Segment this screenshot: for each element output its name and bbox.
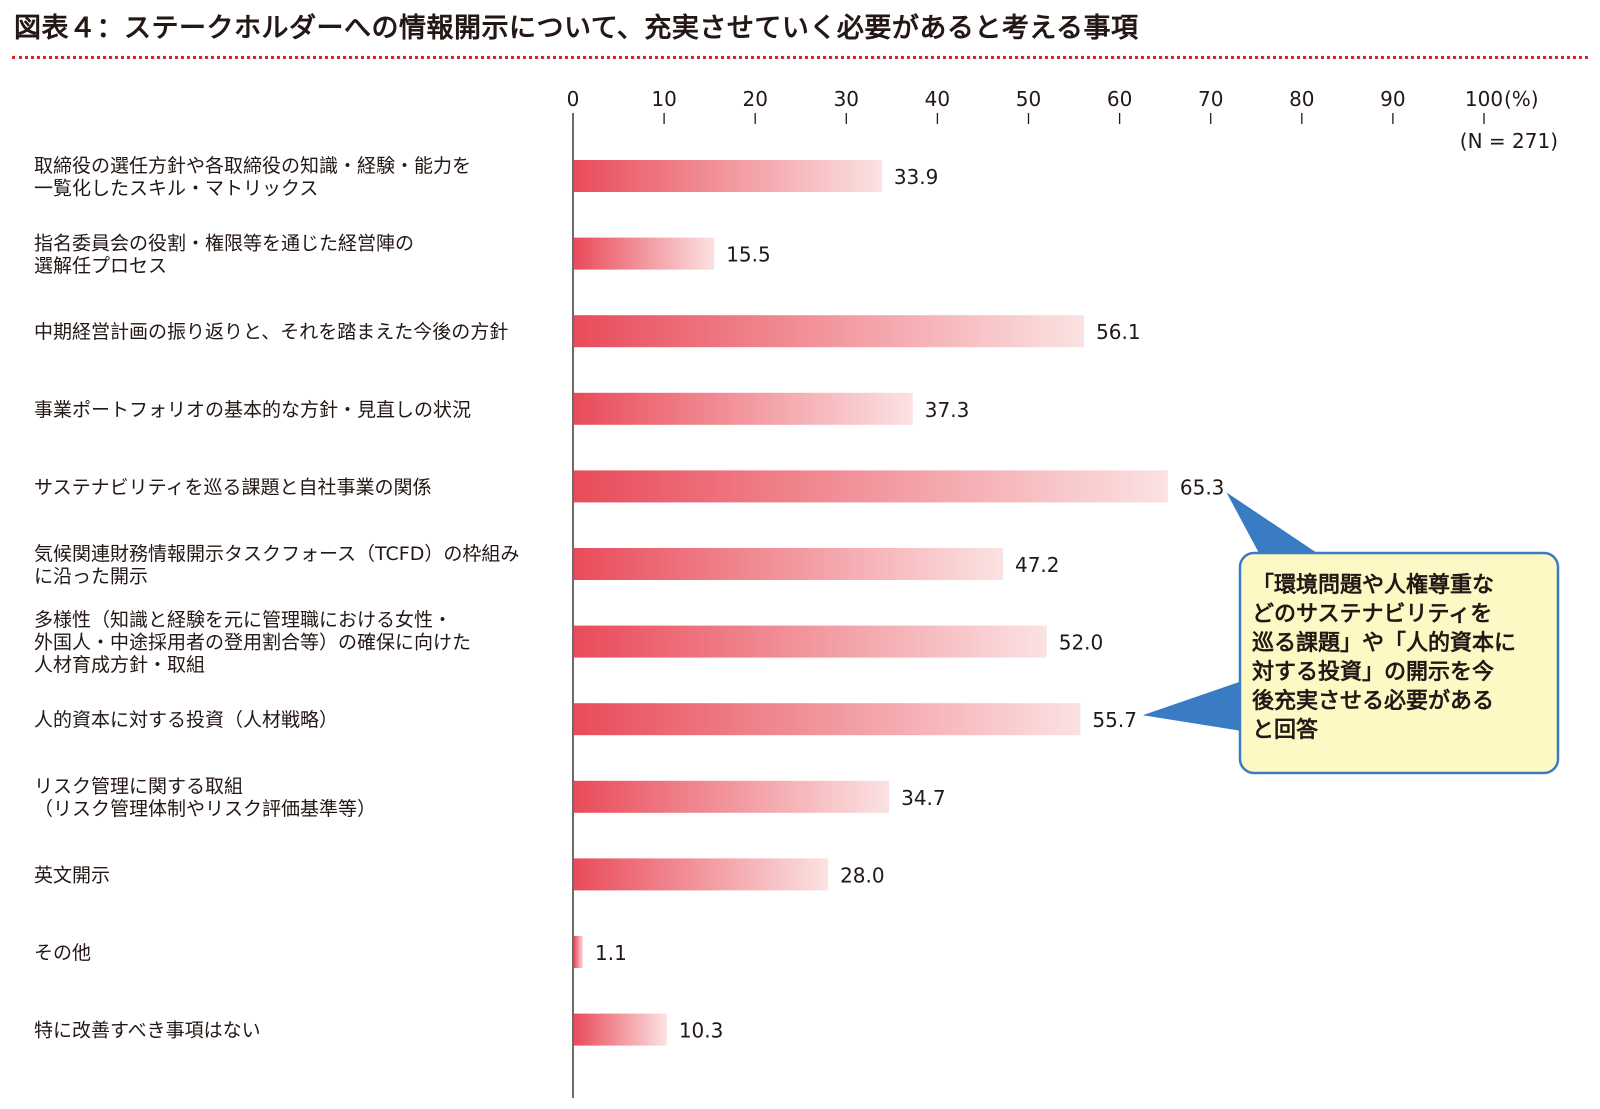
x-tick-label: 40 [925, 87, 950, 111]
bar [574, 625, 1047, 658]
category-label: 取締役の選任方針や各取締役の知識・経験・能力を [34, 155, 471, 177]
x-tick-label: 20 [742, 87, 767, 111]
bar [574, 470, 1168, 503]
category-label: 英文開示 [34, 864, 110, 886]
x-tick-label: 90 [1380, 87, 1405, 111]
value-label: 55.7 [1092, 708, 1137, 732]
x-tick-label: 60 [1107, 87, 1132, 111]
bar [574, 392, 913, 425]
callout [1142, 492, 1560, 775]
x-axis: 0 10 20 30 40 50 60 70 80 90 100 (%) (N = 271) [567, 87, 1558, 1098]
value-label: 33.9 [894, 165, 939, 189]
x-tick-label: 70 [1198, 87, 1223, 111]
category-label: 多様性（知識と経験を元に管理職における女性・ [34, 609, 452, 631]
bar [574, 1013, 667, 1046]
bar [574, 160, 882, 192]
category-label: 特に改善すべき事項はない [34, 1020, 261, 1042]
bar [574, 936, 584, 968]
callout-text-line: 対する投資」の開示を今 [1252, 660, 1495, 685]
value-label: 65.3 [1180, 475, 1225, 499]
category-label: 人的資本に対する投資（人材戦略） [34, 709, 338, 731]
category-label: サステナビリティを巡る課題と自社事業の関係 [34, 476, 431, 498]
category-label: 人材育成方針・取組 [34, 654, 205, 676]
x-tick-label: 80 [1289, 87, 1314, 111]
x-tick-label: 0 [567, 87, 580, 111]
value-label: 52.0 [1059, 631, 1104, 655]
category-label: に沿った開示 [34, 565, 148, 587]
callout-text-line: 「環境問題や人権尊重な [1252, 573, 1495, 598]
x-tick-label: 50 [1016, 87, 1041, 111]
category-label: 気候関連財務情報開示タスクフォース（TCFD）の枠組み [34, 543, 519, 565]
category-label: 選解任プロセス [34, 255, 167, 277]
value-label: 15.5 [726, 243, 771, 267]
value-label: 10.3 [679, 1019, 724, 1043]
value-label: 56.1 [1096, 320, 1141, 344]
title-dotted-rule [12, 56, 1588, 59]
value-label: 47.2 [1015, 553, 1060, 577]
page-title: 図表４：ステークホルダーへの情報開示について、充実させていく必要があると考える事… [14, 13, 1139, 44]
value-label: 34.7 [901, 786, 946, 810]
category-label: リスク管理に関する取組 [34, 776, 243, 798]
category-label: 中期経営計画の振り返りと、それを踏まえた今後の方針 [34, 321, 508, 343]
bars: 33.9 15.5 56.1 37.3 65.3 47.2 52.0 55.7 34.7 28.0… [574, 160, 1224, 1046]
bar [574, 858, 829, 891]
x-tick-label: 10 [651, 87, 676, 111]
value-label: 37.3 [925, 398, 970, 422]
callout-text-line: 巡る課題」や「人的資本に [1252, 631, 1517, 656]
category-label: 事業ポートフォリオの基本的な方針・見直しの状況 [34, 399, 471, 421]
callout-text-line: どのサステナビリティを [1252, 602, 1493, 627]
category-label: 指名委員会の役割・権限等を通じた経営陣の [34, 232, 414, 254]
callout-text-line: と回答 [1252, 718, 1319, 743]
bar [574, 703, 1081, 736]
bar [574, 315, 1085, 348]
value-label: 1.1 [595, 941, 627, 965]
x-axis-unit: (%) [1504, 87, 1539, 111]
callout-text: 「環境問題や人権尊重な どのサステナビリティを 巡る課題」や「人的資本に 対する投資」… [1252, 571, 1552, 745]
sample-size-label: (N = 271) [1460, 129, 1558, 153]
category-label: その他 [34, 942, 91, 964]
category-label: 外国人・中途採用者の登用割合等）の確保に向けた [34, 632, 471, 654]
x-tick-label: 30 [834, 87, 859, 111]
value-label: 28.0 [840, 863, 885, 887]
callout-text-line: 後充実させる必要がある [1252, 689, 1495, 714]
category-label: 一覧化したスキル・マトリックス [34, 177, 318, 199]
callout-box [1238, 551, 1560, 775]
bar [574, 780, 890, 813]
x-tick-label: 100 [1465, 87, 1503, 111]
bar [574, 237, 715, 270]
bar [574, 548, 1003, 580]
category-label: （リスク管理体制やリスク評価基準等） [34, 798, 376, 820]
category-labels: 取締役の選任方針や各取締役の知識・経験・能力を一覧化したスキル・マトリックス指名… [34, 155, 519, 1042]
